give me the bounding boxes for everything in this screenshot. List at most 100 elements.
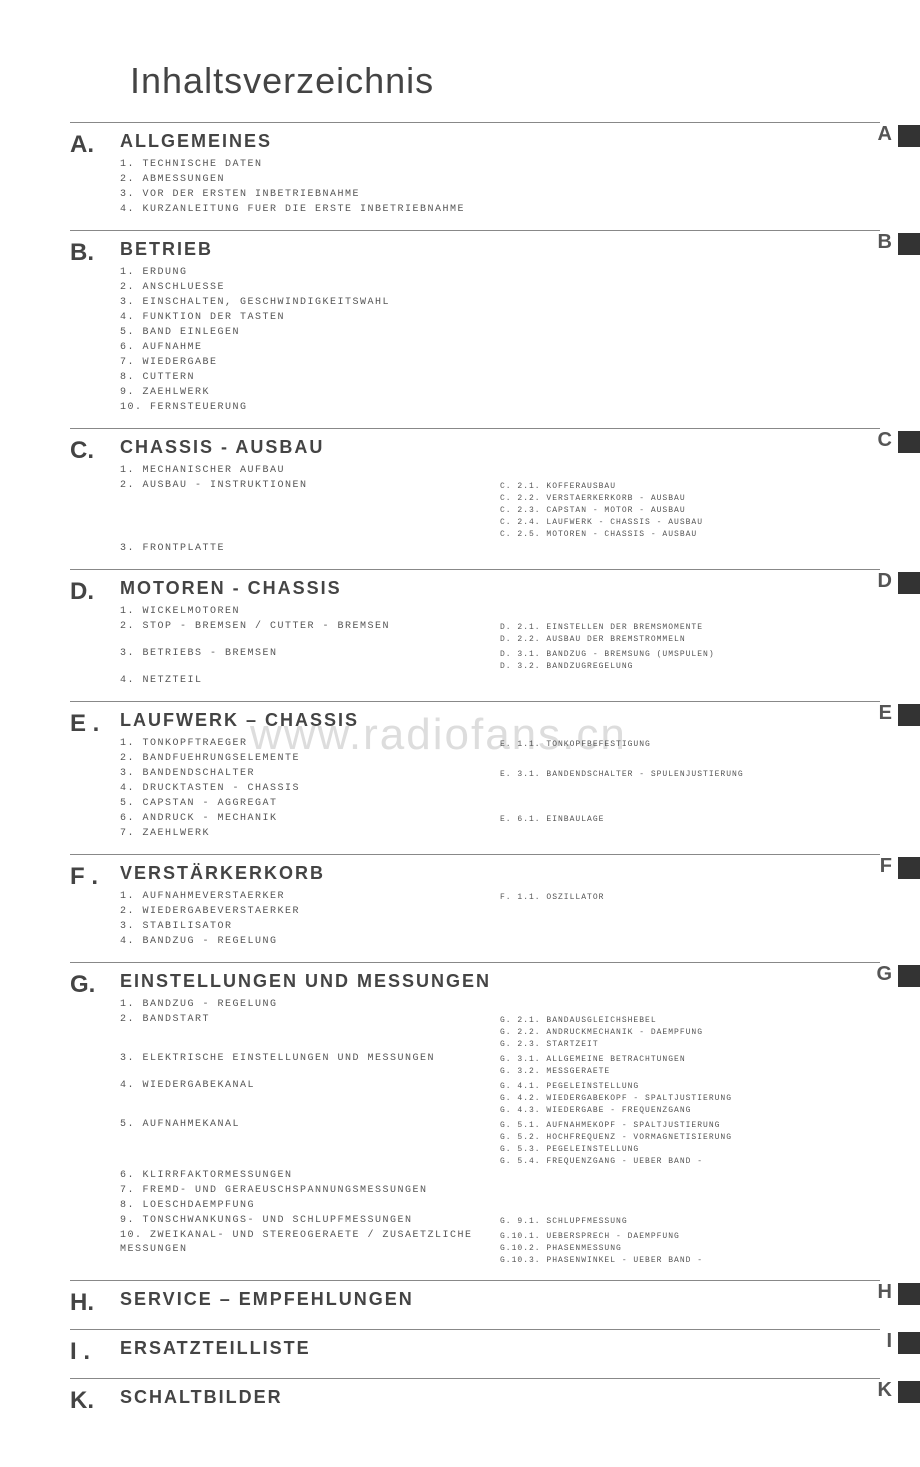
section-g: G.EINSTELLUNGEN UND MESSUNGEN 1. BANDZUG …: [70, 962, 880, 1280]
toc-item: 1. WICKELMOTOREN: [120, 605, 880, 619]
toc-item: 1. AUFNAHMEVERSTAERKERF. 1.1. OSZILLATOR: [120, 890, 880, 904]
section-tab: I: [886, 1330, 920, 1354]
toc-item-main: 10. ZWEIKANAL- UND STEREOGERAETE / ZUSAE…: [120, 1229, 490, 1257]
section-c: C.CHASSIS - AUSBAU 1. MECHANISCHER AUFBAU…: [70, 428, 880, 569]
tab-letter: E: [879, 702, 892, 725]
toc-item-subs: G. 3.1. ALLGEMEINE BETRACHTUNGENG. 3.2. …: [490, 1052, 686, 1078]
toc-item-main: 1. BANDZUG - REGELUNG: [120, 998, 490, 1012]
tab-block: [898, 431, 920, 453]
section-heading: CHASSIS - AUSBAU: [120, 437, 880, 458]
tab-letter: A: [878, 123, 892, 146]
toc-item: 9. TONSCHWANKUNGS- UND SCHLUPFMESSUNGENG…: [120, 1214, 880, 1228]
section-b: B.BETRIEB1. ERDUNG2. ANSCHLUESSE3. EINSC…: [70, 230, 880, 428]
toc-item-main: 7. FREMD- UND GERAEUSCHSPANNUNGSMESSUNGE…: [120, 1184, 490, 1198]
toc-item-main: 6. ANDRUCK - MECHANIK: [120, 812, 490, 826]
toc-item-main: 2. BANDSTART: [120, 1013, 490, 1027]
toc-item-main: 4. BANDZUG - REGELUNG: [120, 935, 490, 949]
toc-item-main: 2. AUSBAU - INSTRUKTIONEN: [120, 479, 490, 493]
toc-item-main: 3. VOR DER ERSTEN INBETRIEBNAHME: [120, 188, 490, 202]
toc-item: 10. FERNSTEUERUNG: [120, 401, 880, 415]
toc-item: 8. LOESCHDAEMPFUNG: [120, 1199, 880, 1213]
toc-item-main: 4. KURZANLEITUNG FUER DIE ERSTE INBETRIE…: [120, 203, 490, 217]
toc-item-subs: E. 3.1. BANDENDSCHALTER - SPULENJUSTIERU…: [490, 767, 744, 781]
page-title: Inhaltsverzeichnis: [130, 60, 880, 102]
toc-item: 2. ANSCHLUESSE: [120, 281, 880, 295]
tab-block: [898, 1381, 920, 1403]
toc-item-subs: C. 2.1. KOFFERAUSBAUC. 2.2. VERSTAERKERK…: [490, 479, 703, 541]
toc-item-main: 4. NETZTEIL: [120, 674, 490, 688]
section-letter: H.: [70, 1289, 120, 1317]
section-e: www.radiofans.cnE .LAUFWERK – CHASSIS1. …: [70, 701, 880, 854]
toc-item-main: 5. BAND EINLEGEN: [120, 326, 490, 340]
section-k: K.SCHALTBILDERK: [70, 1378, 880, 1427]
toc-item: 4. FUNKTION DER TASTEN: [120, 311, 880, 325]
toc-item-main: 4. DRUCKTASTEN - CHASSIS: [120, 782, 490, 796]
toc-item: 1. BANDZUG - REGELUNG: [120, 998, 880, 1012]
section-heading: ALLGEMEINES: [120, 131, 880, 152]
section-f: F .VERSTÄRKERKORB 1. AUFNAHMEVERSTAERKERF…: [70, 854, 880, 962]
toc-item-main: 7. WIEDERGABE: [120, 356, 490, 370]
toc-item: 5. AUFNAHMEKANALG. 5.1. AUFNAHMEKOPF - S…: [120, 1118, 880, 1168]
toc-item-main: 2. ABMESSUNGEN: [120, 173, 490, 187]
tab-letter: K: [878, 1379, 892, 1402]
tab-letter: F: [880, 855, 892, 878]
section-h: H.SERVICE – EMPFEHLUNGENH: [70, 1280, 880, 1329]
section-tab: E: [879, 702, 920, 726]
toc-item: 1. TONKOPFTRAEGERE. 1.1. TONKOPFBEFESTIG…: [120, 737, 880, 751]
section-heading: EINSTELLUNGEN UND MESSUNGEN: [120, 971, 880, 992]
toc-item: 5. BAND EINLEGEN: [120, 326, 880, 340]
section-heading: MOTOREN - CHASSIS: [120, 578, 880, 599]
section-letter: G.: [70, 971, 120, 999]
toc-item-main: 1. MECHANISCHER AUFBAU: [120, 464, 490, 478]
toc-item-subs: D. 2.1. EINSTELLEN DER BREMSMOMENTED. 2.…: [490, 620, 703, 646]
toc-item-main: 5. AUFNAHMEKANAL: [120, 1118, 490, 1132]
toc-item: 7. WIEDERGABE: [120, 356, 880, 370]
toc-item-main: 3. ELEKTRISCHE EINSTELLUNGEN UND MESSUNG…: [120, 1052, 490, 1066]
section-tab: K: [878, 1379, 920, 1403]
section-heading: SERVICE – EMPFEHLUNGEN: [120, 1289, 880, 1310]
toc-item: 3. BETRIEBS - BREMSEND. 3.1. BANDZUG - B…: [120, 647, 880, 673]
toc-item: 3. ELEKTRISCHE EINSTELLUNGEN UND MESSUNG…: [120, 1052, 880, 1078]
toc-item-main: 6. AUFNAHME: [120, 341, 490, 355]
toc-item: 6. ANDRUCK - MECHANIKE. 6.1. EINBAULAGE: [120, 812, 880, 826]
toc-item-main: 3. FRONTPLATTE: [120, 542, 490, 556]
toc-item: 4. KURZANLEITUNG FUER DIE ERSTE INBETRIE…: [120, 203, 880, 217]
toc-item: 3. FRONTPLATTE: [120, 542, 880, 556]
toc-item-subs: E. 1.1. TONKOPFBEFESTIGUNG: [490, 737, 651, 751]
toc-item-main: 8. LOESCHDAEMPFUNG: [120, 1199, 490, 1213]
section-tab: G: [876, 963, 920, 987]
toc-item: 7. ZAEHLWERK: [120, 827, 880, 841]
toc-item: 4. BANDZUG - REGELUNG: [120, 935, 880, 949]
section-tab: F: [880, 855, 920, 879]
section-letter: F .: [70, 863, 120, 891]
toc-item: 2. STOP - BREMSEN / CUTTER - BREMSEND. 2…: [120, 620, 880, 646]
section-tab: C: [878, 429, 920, 453]
section-heading: LAUFWERK – CHASSIS: [120, 710, 880, 731]
toc-item-main: 4. FUNKTION DER TASTEN: [120, 311, 490, 325]
toc-item-subs: G. 9.1. SCHLUPFMESSUNG: [490, 1214, 628, 1228]
toc-item-main: 2. BANDFUEHRUNGSELEMENTE: [120, 752, 490, 766]
section-d: D.MOTOREN - CHASSIS1. WICKELMOTOREN2. ST…: [70, 569, 880, 701]
toc-item-main: 2. ANSCHLUESSE: [120, 281, 490, 295]
section-tab: D: [878, 570, 920, 594]
tab-block: [898, 965, 920, 987]
toc-item-main: 3. BANDENDSCHALTER: [120, 767, 490, 781]
toc-item: 6. AUFNAHME: [120, 341, 880, 355]
toc-item-main: 7. ZAEHLWERK: [120, 827, 490, 841]
section-tab: A: [878, 123, 920, 147]
toc-item-main: 9. ZAEHLWERK: [120, 386, 490, 400]
tab-letter: I: [886, 1330, 892, 1353]
section-heading: VERSTÄRKERKORB: [120, 863, 880, 884]
toc-item-main: 3. EINSCHALTEN, GESCHWINDIGKEITSWAHL: [120, 296, 490, 310]
toc-item: 4. DRUCKTASTEN - CHASSIS: [120, 782, 880, 796]
toc-item: 2. WIEDERGABEVERSTAERKER: [120, 905, 880, 919]
section-i: I .ERSATZTEILLISTEI: [70, 1329, 880, 1378]
sections-container: A.ALLGEMEINES1. TECHNISCHE DATEN2. ABMES…: [70, 122, 880, 1427]
toc-item: 2. BANDSTARTG. 2.1. BANDAUSGLEICHSHEBELG…: [120, 1013, 880, 1051]
tab-block: [898, 572, 920, 594]
toc-item: 3. BANDENDSCHALTERE. 3.1. BANDENDSCHALTE…: [120, 767, 880, 781]
toc-item-subs: E. 6.1. EINBAULAGE: [490, 812, 604, 826]
section-letter: C.: [70, 437, 120, 465]
section-letter: A.: [70, 131, 120, 159]
tab-block: [898, 125, 920, 147]
